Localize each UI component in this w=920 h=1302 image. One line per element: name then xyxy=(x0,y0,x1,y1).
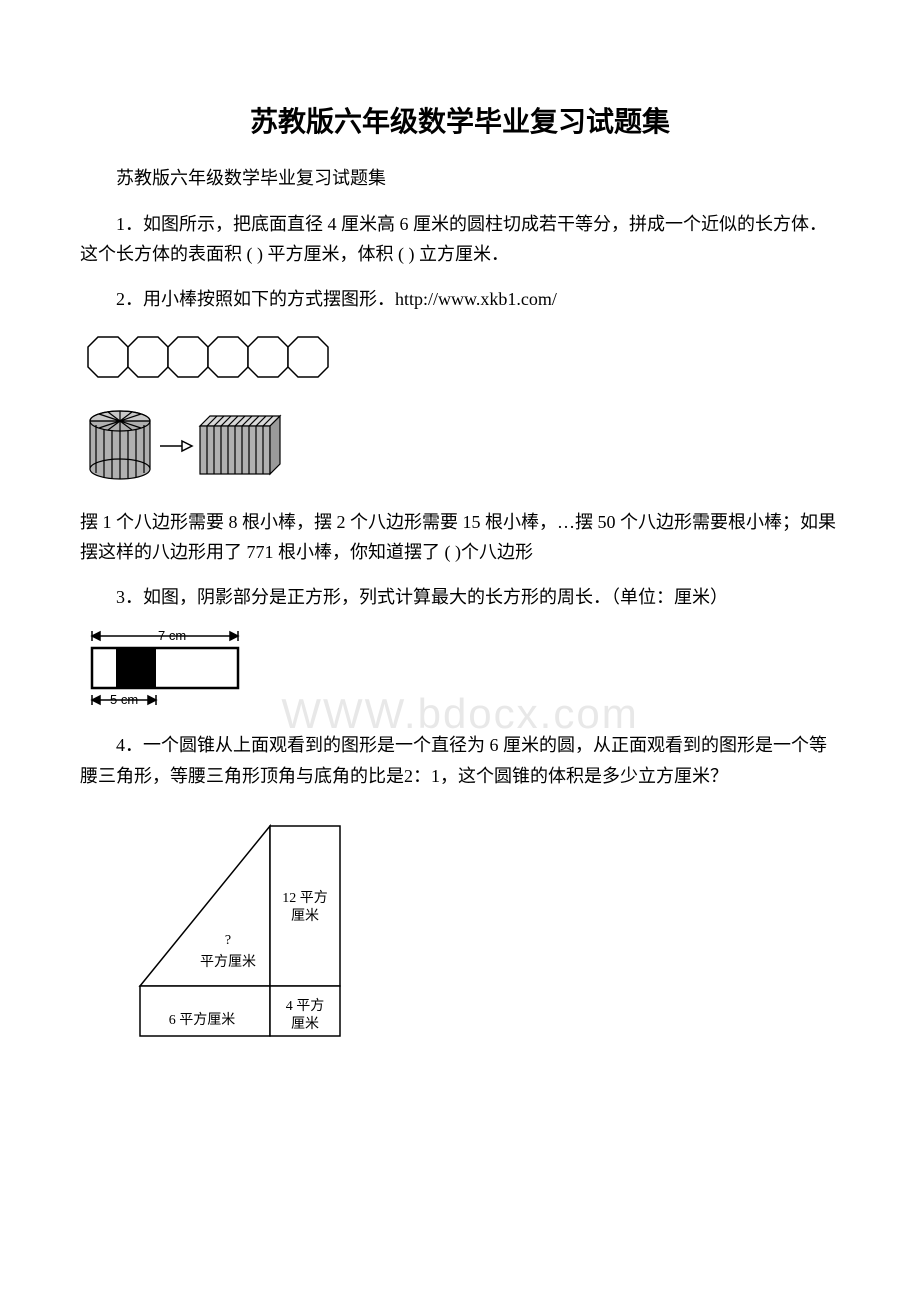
bottom-6-label: 6 平方厘米 xyxy=(169,1012,236,1028)
question-2: 2．用小棒按照如下的方式摆图形．http://www.xkb1.com/ xyxy=(80,284,840,315)
rectangle-square-icon: 7 cm 5 cm xyxy=(80,626,260,714)
question-3: 3．如图，阴影部分是正方形，列式计算最大的长方形的周长．（单位：厘米） xyxy=(80,582,840,613)
document-body: 苏教版六年级数学毕业复习试题集 苏教版六年级数学毕业复习试题集 1．如图所示，把… xyxy=(80,100,840,1056)
right-12b-label: 厘米 xyxy=(291,908,319,924)
question-4: 4．一个圆锥从上面观看到的图形是一个直径为 6 厘米的圆，从正面观看到的图形是一… xyxy=(80,730,840,791)
right-12a-label: 12 平方 xyxy=(282,890,328,906)
tri-unit-label: 平方厘米 xyxy=(200,954,256,970)
dim-5cm-label: 5 cm xyxy=(110,692,138,707)
figure-cylinder-cuboid xyxy=(80,401,840,491)
bottom-4a-label: 4 平方 xyxy=(286,998,325,1014)
cylinder-cuboid-icon xyxy=(80,401,290,491)
subtitle-text: 苏教版六年级数学毕业复习试题集 xyxy=(80,164,840,193)
figure-rectangle-square: 7 cm 5 cm xyxy=(80,626,840,714)
question-1: 1．如图所示，把底面直径 4 厘米高 6 厘米的圆柱切成若干等分，拼成一个近似的… xyxy=(80,209,840,270)
dim-7cm-label: 7 cm xyxy=(158,628,186,643)
page-title: 苏教版六年级数学毕业复习试题集 xyxy=(80,100,840,140)
figure-octagons xyxy=(80,329,840,385)
bottom-4b-label: 厘米 xyxy=(291,1016,319,1032)
question-2-continued: 摆 1 个八边形需要 8 根小棒，摆 2 个八边形需要 15 根小棒，…摆 50… xyxy=(80,507,840,568)
composite-areas-icon: ? 平方厘米 12 平方 厘米 6 平方厘米 4 平方 厘米 xyxy=(120,806,380,1056)
octagon-row-icon xyxy=(80,329,360,385)
figure-composite-areas: ? 平方厘米 12 平方 厘米 6 平方厘米 4 平方 厘米 xyxy=(120,806,840,1056)
tri-q-label: ? xyxy=(225,933,231,948)
